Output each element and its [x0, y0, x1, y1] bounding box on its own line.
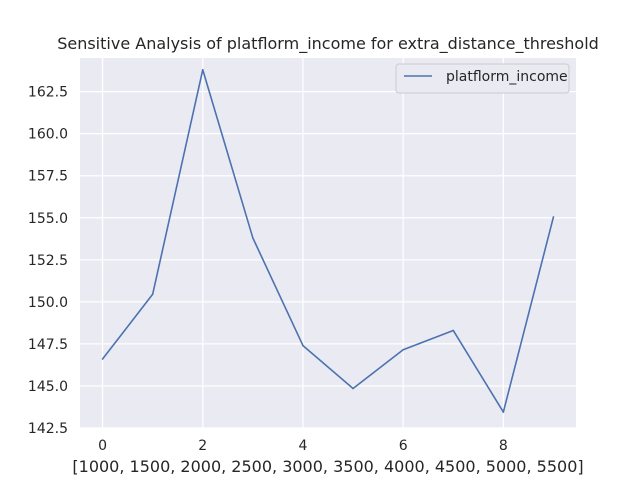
y-tick-label: 142.5 [28, 421, 68, 437]
series-lines [101, 68, 555, 413]
x-axis-label: [1000, 1500, 2000, 2500, 3000, 3500, 400… [72, 457, 583, 476]
legend-label: platflorm_income [446, 69, 568, 85]
y-tick-label: 152.5 [28, 253, 68, 269]
x-tick-label: 0 [98, 438, 107, 454]
data-point [252, 237, 254, 239]
data-point [402, 348, 404, 351]
y-tick-label: 155.0 [28, 211, 68, 227]
x-tick-label: 2 [198, 438, 207, 454]
data-point [101, 358, 104, 360]
chart-title: Sensitive Analysis of platflorm_income f… [57, 34, 599, 54]
y-tick-label: 162.5 [28, 85, 68, 101]
x-tick-label: 6 [399, 438, 408, 454]
data-point [452, 329, 455, 332]
data-point [352, 387, 354, 390]
x-tick-label: 4 [298, 438, 307, 454]
y-tick-label: 145.0 [28, 379, 68, 395]
y-tick-label: 150.0 [28, 295, 68, 311]
data-point [552, 216, 555, 218]
y-tick-labels: 142.5 145.0 147.5 150.0 152.5 155.0 157.5 160.0… [28, 85, 68, 437]
plot-background [80, 58, 576, 428]
series-line [101, 68, 555, 413]
y-tick-label: 147.5 [28, 337, 68, 353]
data-point [151, 293, 154, 296]
x-tick-labels: 0 2 4 6 8 [98, 438, 508, 454]
legend-box [395, 63, 570, 94]
x-tick-label: 8 [499, 438, 508, 454]
data-point [201, 68, 204, 71]
legend: platflorm_income [395, 63, 570, 94]
data-point [502, 411, 505, 413]
y-tick-label: 157.5 [28, 169, 68, 185]
data-point [302, 344, 304, 347]
y-tick-label: 160.0 [28, 127, 68, 143]
